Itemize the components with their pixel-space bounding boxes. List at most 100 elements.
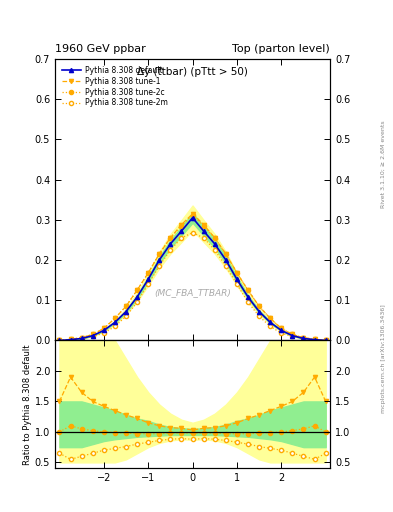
Pythia 8.308 tune-1: [257, 303, 261, 309]
Pythia 8.308 tune-2c: [224, 251, 228, 257]
Pythia 8.308 default: [124, 308, 129, 314]
Pythia 8.308 default: [290, 333, 295, 339]
Text: (MC_FBA_TTBAR): (MC_FBA_TTBAR): [154, 288, 231, 297]
Pythia 8.308 tune-2m: [224, 263, 228, 269]
Pythia 8.308 tune-1: [90, 331, 95, 337]
Pythia 8.308 tune-1: [179, 222, 184, 228]
Pythia 8.308 tune-2m: [301, 335, 306, 342]
Pythia 8.308 tune-2m: [168, 247, 173, 253]
Pythia 8.308 default: [201, 228, 206, 234]
Pythia 8.308 tune-2c: [235, 270, 239, 276]
Line: Pythia 8.308 tune-2c: Pythia 8.308 tune-2c: [57, 213, 328, 343]
Pythia 8.308 tune-1: [201, 222, 206, 228]
Pythia 8.308 tune-2c: [135, 287, 140, 293]
Line: Pythia 8.308 tune-2m: Pythia 8.308 tune-2m: [57, 230, 328, 343]
Pythia 8.308 tune-2m: [124, 313, 129, 319]
Pythia 8.308 tune-2m: [79, 335, 84, 342]
Pythia 8.308 tune-2m: [68, 336, 73, 343]
Pythia 8.308 tune-2m: [135, 299, 140, 305]
Pythia 8.308 tune-1: [57, 337, 62, 344]
Pythia 8.308 default: [246, 294, 250, 300]
Pythia 8.308 tune-2c: [157, 251, 162, 257]
Pythia 8.308 tune-1: [279, 325, 284, 331]
Pythia 8.308 tune-1: [268, 315, 273, 322]
Pythia 8.308 tune-1: [301, 335, 306, 341]
Pythia 8.308 tune-2c: [257, 303, 261, 309]
Pythia 8.308 tune-2c: [201, 223, 206, 229]
Pythia 8.308 default: [190, 215, 195, 221]
Pythia 8.308 tune-1: [79, 335, 84, 341]
Pythia 8.308 default: [312, 336, 317, 343]
Pythia 8.308 default: [135, 294, 140, 300]
Pythia 8.308 tune-1: [224, 251, 228, 257]
Pythia 8.308 tune-2m: [112, 324, 117, 330]
Pythia 8.308 default: [112, 319, 117, 326]
Pythia 8.308 tune-1: [135, 287, 140, 293]
Text: Rivet 3.1.10; ≥ 2.6M events: Rivet 3.1.10; ≥ 2.6M events: [381, 120, 386, 208]
Pythia 8.308 tune-2c: [68, 336, 73, 343]
Pythia 8.308 tune-1: [101, 325, 106, 331]
Pythia 8.308 tune-1: [124, 303, 129, 309]
Legend: Pythia 8.308 default, Pythia 8.308 tune-1, Pythia 8.308 tune-2c, Pythia 8.308 tu: Pythia 8.308 default, Pythia 8.308 tune-…: [59, 62, 171, 111]
Pythia 8.308 tune-2m: [312, 336, 317, 343]
Pythia 8.308 tune-2c: [290, 331, 295, 337]
Pythia 8.308 tune-2c: [168, 235, 173, 241]
Pythia 8.308 tune-1: [246, 287, 250, 293]
Pythia 8.308 default: [157, 257, 162, 263]
Text: Δy (t̅tbar) (pTtt > 50): Δy (t̅tbar) (pTtt > 50): [137, 68, 248, 77]
Pythia 8.308 default: [179, 228, 184, 234]
Pythia 8.308 tune-2m: [179, 235, 184, 241]
Pythia 8.308 default: [268, 319, 273, 326]
Pythia 8.308 default: [146, 276, 151, 283]
Pythia 8.308 tune-2c: [323, 337, 328, 344]
Line: Pythia 8.308 default: Pythia 8.308 default: [57, 216, 328, 343]
Pythia 8.308 tune-2m: [101, 330, 106, 336]
Pythia 8.308 tune-2c: [101, 325, 106, 331]
Pythia 8.308 tune-2m: [201, 235, 206, 241]
Line: Pythia 8.308 tune-1: Pythia 8.308 tune-1: [57, 211, 328, 343]
Pythia 8.308 default: [90, 333, 95, 339]
Pythia 8.308 tune-2m: [279, 330, 284, 336]
Pythia 8.308 tune-1: [290, 331, 295, 337]
Pythia 8.308 tune-1: [312, 336, 317, 343]
Pythia 8.308 tune-1: [157, 251, 162, 257]
Pythia 8.308 tune-2c: [124, 303, 129, 309]
Pythia 8.308 tune-2m: [146, 281, 151, 287]
Pythia 8.308 tune-2m: [57, 337, 62, 344]
Pythia 8.308 tune-2m: [268, 324, 273, 330]
Pythia 8.308 tune-1: [323, 337, 328, 344]
Pythia 8.308 default: [212, 241, 217, 247]
Pythia 8.308 tune-2c: [90, 331, 95, 337]
Pythia 8.308 tune-1: [235, 270, 239, 276]
Pythia 8.308 tune-2c: [212, 235, 217, 241]
Text: 1960 GeV ppbar: 1960 GeV ppbar: [55, 44, 146, 54]
Pythia 8.308 default: [323, 337, 328, 344]
Pythia 8.308 default: [235, 276, 239, 283]
Pythia 8.308 tune-2c: [301, 335, 306, 341]
Pythia 8.308 tune-2c: [312, 336, 317, 343]
Pythia 8.308 tune-2m: [190, 229, 195, 236]
Pythia 8.308 default: [279, 327, 284, 333]
Pythia 8.308 tune-2c: [268, 315, 273, 322]
Text: mcplots.cern.ch [arXiv:1306.3436]: mcplots.cern.ch [arXiv:1306.3436]: [381, 304, 386, 413]
Pythia 8.308 tune-2c: [112, 315, 117, 322]
Pythia 8.308 default: [257, 308, 261, 314]
Pythia 8.308 default: [101, 327, 106, 333]
Pythia 8.308 tune-1: [190, 211, 195, 217]
Pythia 8.308 tune-2m: [212, 247, 217, 253]
Pythia 8.308 tune-2c: [179, 223, 184, 229]
Pythia 8.308 default: [79, 335, 84, 342]
Pythia 8.308 tune-2c: [190, 212, 195, 218]
Pythia 8.308 tune-1: [112, 315, 117, 322]
Pythia 8.308 tune-1: [212, 235, 217, 241]
Pythia 8.308 tune-1: [68, 336, 73, 343]
Pythia 8.308 default: [224, 257, 228, 263]
Pythia 8.308 tune-2c: [246, 287, 250, 293]
Pythia 8.308 default: [168, 241, 173, 247]
Pythia 8.308 tune-2m: [246, 299, 250, 305]
Pythia 8.308 tune-2m: [90, 333, 95, 339]
Pythia 8.308 default: [57, 337, 62, 344]
Pythia 8.308 tune-2m: [157, 263, 162, 269]
Pythia 8.308 tune-1: [168, 235, 173, 241]
Pythia 8.308 tune-2m: [290, 333, 295, 339]
